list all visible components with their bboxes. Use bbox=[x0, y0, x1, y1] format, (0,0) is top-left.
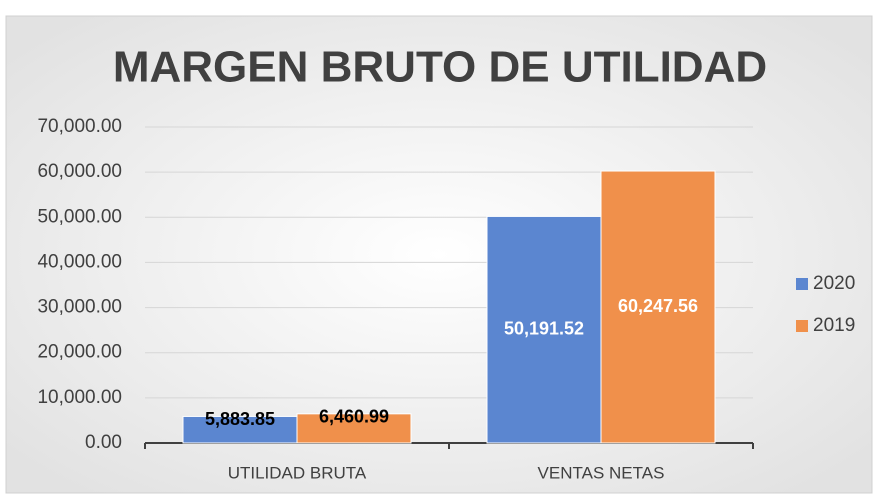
chart-title: MARGEN BRUTO DE UTILIDAD bbox=[113, 43, 767, 92]
chart-background bbox=[5, 15, 873, 494]
data-label: 50,191.52 bbox=[504, 318, 584, 338]
legend-label: 2019 bbox=[813, 315, 855, 336]
legend-swatch bbox=[796, 320, 808, 332]
bar bbox=[296, 413, 412, 444]
data-label: 5,883.85 bbox=[205, 409, 275, 429]
y-tick-label: 30,000.00 bbox=[37, 297, 122, 318]
y-tick-label: 10,000.00 bbox=[37, 387, 122, 408]
legend-label: 2020 bbox=[813, 273, 855, 294]
bar bbox=[600, 170, 716, 444]
legend-swatch bbox=[796, 278, 808, 290]
bar bbox=[182, 415, 298, 444]
y-tick-label: 70,000.00 bbox=[37, 116, 122, 137]
y-tick-label: 20,000.00 bbox=[37, 342, 122, 363]
y-tick-label: 40,000.00 bbox=[37, 251, 122, 272]
data-label: 6,460.99 bbox=[319, 407, 389, 427]
x-tick-label: VENTAS NETAS bbox=[538, 463, 665, 482]
x-tick-label: UTILIDAD BRUTA bbox=[228, 463, 367, 482]
data-label: 60,247.56 bbox=[618, 296, 698, 316]
bar bbox=[486, 215, 602, 444]
y-tick-label: 60,000.00 bbox=[37, 161, 122, 182]
y-tick-label: 50,000.00 bbox=[37, 206, 122, 227]
y-tick-label: 0.00 bbox=[85, 432, 122, 453]
